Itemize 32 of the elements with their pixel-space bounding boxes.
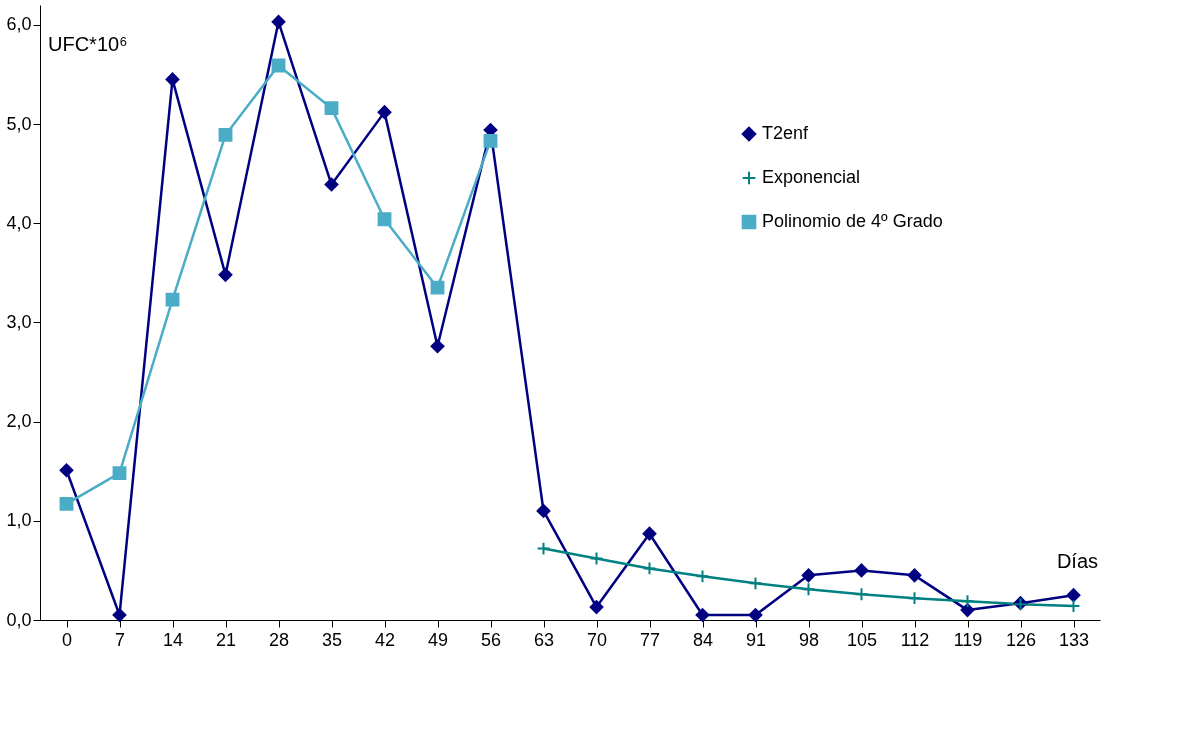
x-tick-label: 112 — [900, 629, 930, 650]
x-tick-label: 77 — [639, 629, 661, 650]
x-tick-label: 63 — [533, 629, 555, 650]
y-tick-label: 0,0 — [6, 609, 32, 630]
y-tick-label: 5,0 — [6, 113, 32, 134]
x-tick-label: 56 — [480, 629, 502, 650]
legend-label: T2enf — [762, 123, 810, 143]
y-tick-label: 6,0 — [6, 14, 32, 35]
y-tick-label: 3,0 — [6, 311, 32, 332]
x-tick-label: 0 — [61, 629, 73, 650]
y-tick-label: 1,0 — [6, 510, 32, 531]
x-tick-label: 133 — [1058, 629, 1090, 650]
y-tick-label: 4,0 — [6, 212, 32, 233]
x-tick-label: 91 — [745, 629, 767, 650]
x-tick-label: 105 — [846, 629, 878, 650]
x-tick-label: 28 — [268, 629, 290, 650]
x-tick-label: 21 — [215, 629, 237, 650]
y-tick-label: 2,0 — [6, 411, 32, 432]
legend-label: Polinomio de 4º Grado — [762, 211, 943, 231]
x-tick-label: 70 — [586, 629, 608, 650]
x-tick-label: 119 — [953, 629, 983, 650]
x-tick-label: 126 — [1005, 629, 1037, 650]
x-tick-label: 49 — [427, 629, 449, 650]
y-axis-title: UFC*10⁶ — [48, 33, 128, 55]
x-tick-label: 84 — [692, 629, 714, 650]
x-axis-title: Días — [1056, 550, 1098, 572]
x-tick-label: 14 — [162, 629, 184, 650]
x-tick-label: 7 — [114, 629, 126, 650]
x-tick-label: 42 — [374, 629, 396, 650]
x-tick-label: 98 — [798, 629, 820, 650]
legend-label: Exponencial — [762, 167, 861, 187]
x-tick-label: 35 — [321, 629, 343, 650]
